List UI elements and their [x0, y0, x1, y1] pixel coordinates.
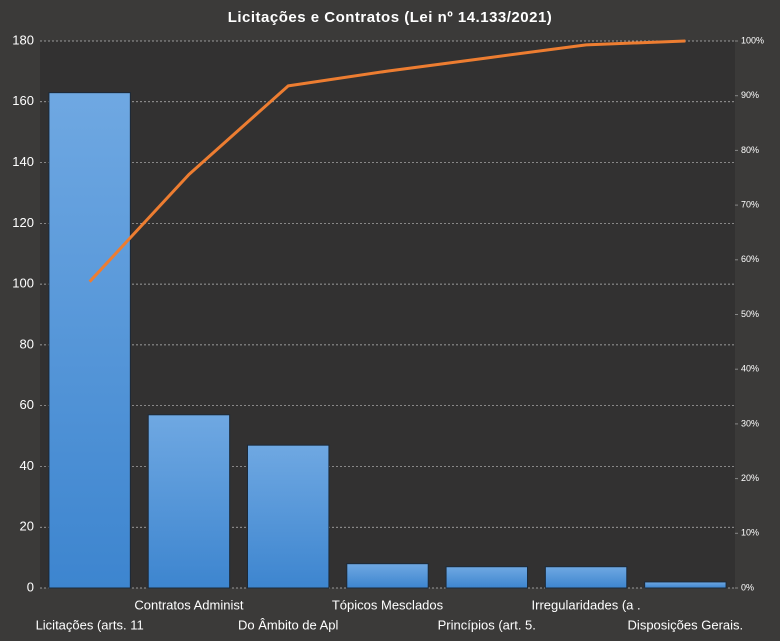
y2-tick-label: 80% — [741, 145, 759, 155]
y-tick-label: 100 — [12, 276, 34, 291]
y-tick-label: 60 — [20, 397, 34, 412]
y-tick-label: 180 — [12, 32, 34, 47]
y2-tick-label: 0% — [741, 582, 754, 592]
bar — [544, 566, 628, 589]
chart-title: Licitações e Contratos (Lei nº 14.133/20… — [228, 9, 553, 26]
y-tick-label: 80 — [20, 336, 34, 351]
y2-tick-label: 50% — [741, 309, 759, 319]
y2-tick-label: 30% — [741, 418, 759, 428]
y-tick-label: 0 — [27, 579, 34, 594]
bar — [346, 563, 429, 589]
y2-tick-label: 90% — [741, 90, 759, 100]
y2-tick-label: 20% — [741, 473, 759, 483]
x-tick-label: Licitações (arts. 11 — [36, 617, 144, 632]
plot-area — [40, 41, 735, 588]
x-tick-label: Princípios (art. 5. — [438, 617, 536, 632]
x-tick-label: Tópicos Mesclados — [332, 597, 444, 612]
y-tick-label: 20 — [20, 519, 34, 534]
x-tick-label: Contratos Administ — [134, 597, 243, 612]
y-tick-label: 140 — [12, 154, 34, 169]
y2-tick-label: 60% — [741, 254, 759, 264]
y2-tick-label: 10% — [741, 528, 759, 538]
y-tick-label: 160 — [12, 93, 34, 108]
y2-tick-label: 70% — [741, 199, 759, 209]
bar — [247, 444, 330, 589]
y2-tick-label: 100% — [741, 35, 764, 45]
bar — [445, 566, 528, 589]
x-tick-label: Irregularidades (a . — [532, 597, 641, 612]
bar — [147, 414, 231, 589]
x-tick-label: Do Âmbito de Apl — [238, 617, 339, 632]
line — [88, 39, 686, 283]
bar — [644, 581, 727, 589]
bar — [48, 92, 131, 589]
y-tick-label: 40 — [20, 458, 34, 473]
x-tick-label: Disposições Gerais. — [628, 617, 744, 632]
y-tick-label: 120 — [12, 215, 34, 230]
y2-tick-label: 40% — [741, 364, 759, 374]
